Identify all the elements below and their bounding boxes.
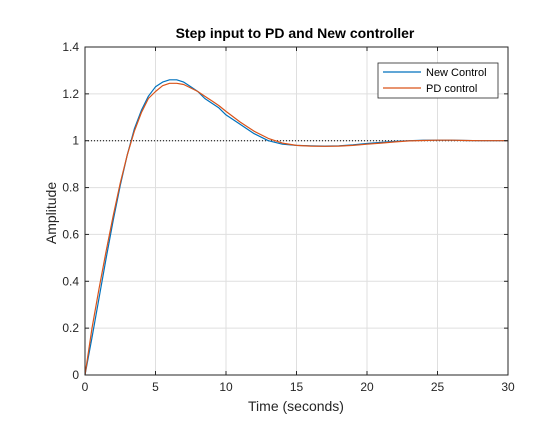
y-tick-label: 0.4: [62, 274, 79, 288]
y-tick-labels: 0 0.2 0.4 0.6 0.8 1 1.2 1.4: [62, 40, 79, 382]
x-tick-label: 20: [360, 380, 374, 394]
x-tick-label: 0: [82, 380, 89, 394]
legend-box: [377, 62, 499, 99]
x-tick-label: 10: [219, 380, 233, 394]
x-tick-label: 15: [290, 380, 304, 394]
x-tick-label: 30: [501, 380, 515, 394]
series-lines: [84, 79, 508, 376]
y-tick-label: 1: [72, 134, 79, 148]
x-axis-label: Time (seconds): [248, 398, 344, 414]
x-tick-label: 5: [152, 380, 159, 394]
chart-title: Step input to PD and New controller: [176, 25, 415, 41]
legend: New Control PD control: [377, 62, 499, 99]
legend-label-pd-control: PD control: [426, 83, 477, 95]
x-tick-labels: 0 5 10 15 20 25 30: [82, 380, 515, 394]
series-line-pd-control: [84, 82, 508, 376]
y-tick-label: 0.6: [62, 227, 79, 241]
x-tick-label: 25: [431, 380, 445, 394]
y-tick-label: 0.2: [62, 321, 79, 335]
legend-label-new-control: New Control: [426, 67, 487, 79]
y-axis-label: Amplitude: [43, 182, 59, 244]
y-tick-label: 1.4: [62, 40, 79, 54]
y-tick-label: 1.2: [62, 87, 79, 101]
y-tick-label: 0.8: [62, 181, 79, 195]
y-tick-label: 0: [72, 368, 79, 382]
axis-ticks: [84, 46, 509, 376]
